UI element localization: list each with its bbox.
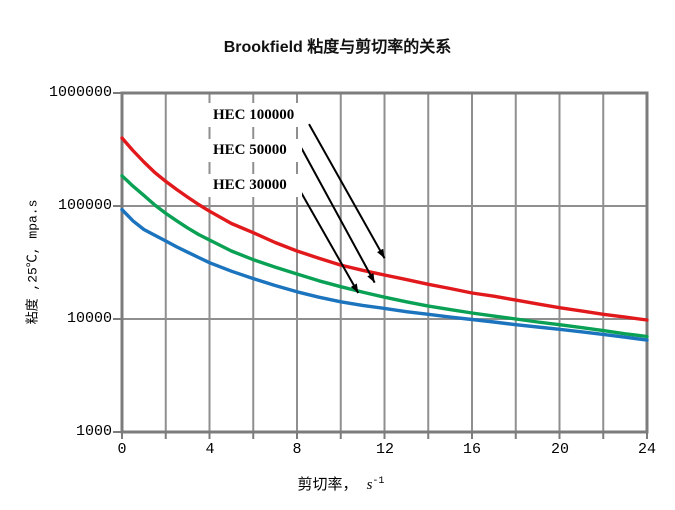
plot-border <box>120 91 649 434</box>
series-line-hec-50000 <box>120 174 649 339</box>
x-axis-title: 剪切率， s-1 <box>266 473 416 494</box>
chart-title: Brookfield 粘度与剪切率的关系 <box>223 39 452 56</box>
y-tick-label: 1000000 <box>48 84 112 101</box>
series-line-hec-30000 <box>120 207 649 342</box>
y-axis-title: 粘度 ,25℃, mpa.s <box>25 199 41 325</box>
x-tick-label: 12 <box>375 441 394 458</box>
annotation-arrow <box>300 147 376 284</box>
x-tick-label: 8 <box>292 441 302 458</box>
x-axis-title-exponent: -1 <box>372 476 385 487</box>
series-label-hec-100000: HEC 100000 <box>204 103 302 127</box>
y-tick-label: 10000 <box>66 310 112 327</box>
series-label-hec-50000: HEC 50000 <box>204 139 302 162</box>
x-tick-label: 24 <box>637 441 656 458</box>
x-tick-label: 16 <box>462 441 481 458</box>
annotation-arrow <box>298 188 360 294</box>
x-axis-title-text: 剪切率， <box>297 477 358 494</box>
x-tick-label: 0 <box>117 441 127 458</box>
x-tick-label: 20 <box>550 441 569 458</box>
x-axis-title-variable: s <box>366 477 373 493</box>
x-tick-label: 4 <box>205 441 215 458</box>
series-line-hec-100000 <box>120 136 649 322</box>
series-label-hec-30000: HEC 30000 <box>204 174 302 197</box>
y-tick-label: 100000 <box>57 197 112 214</box>
y-tick-label: 1000 <box>75 423 112 440</box>
annotation-arrow <box>308 123 386 259</box>
